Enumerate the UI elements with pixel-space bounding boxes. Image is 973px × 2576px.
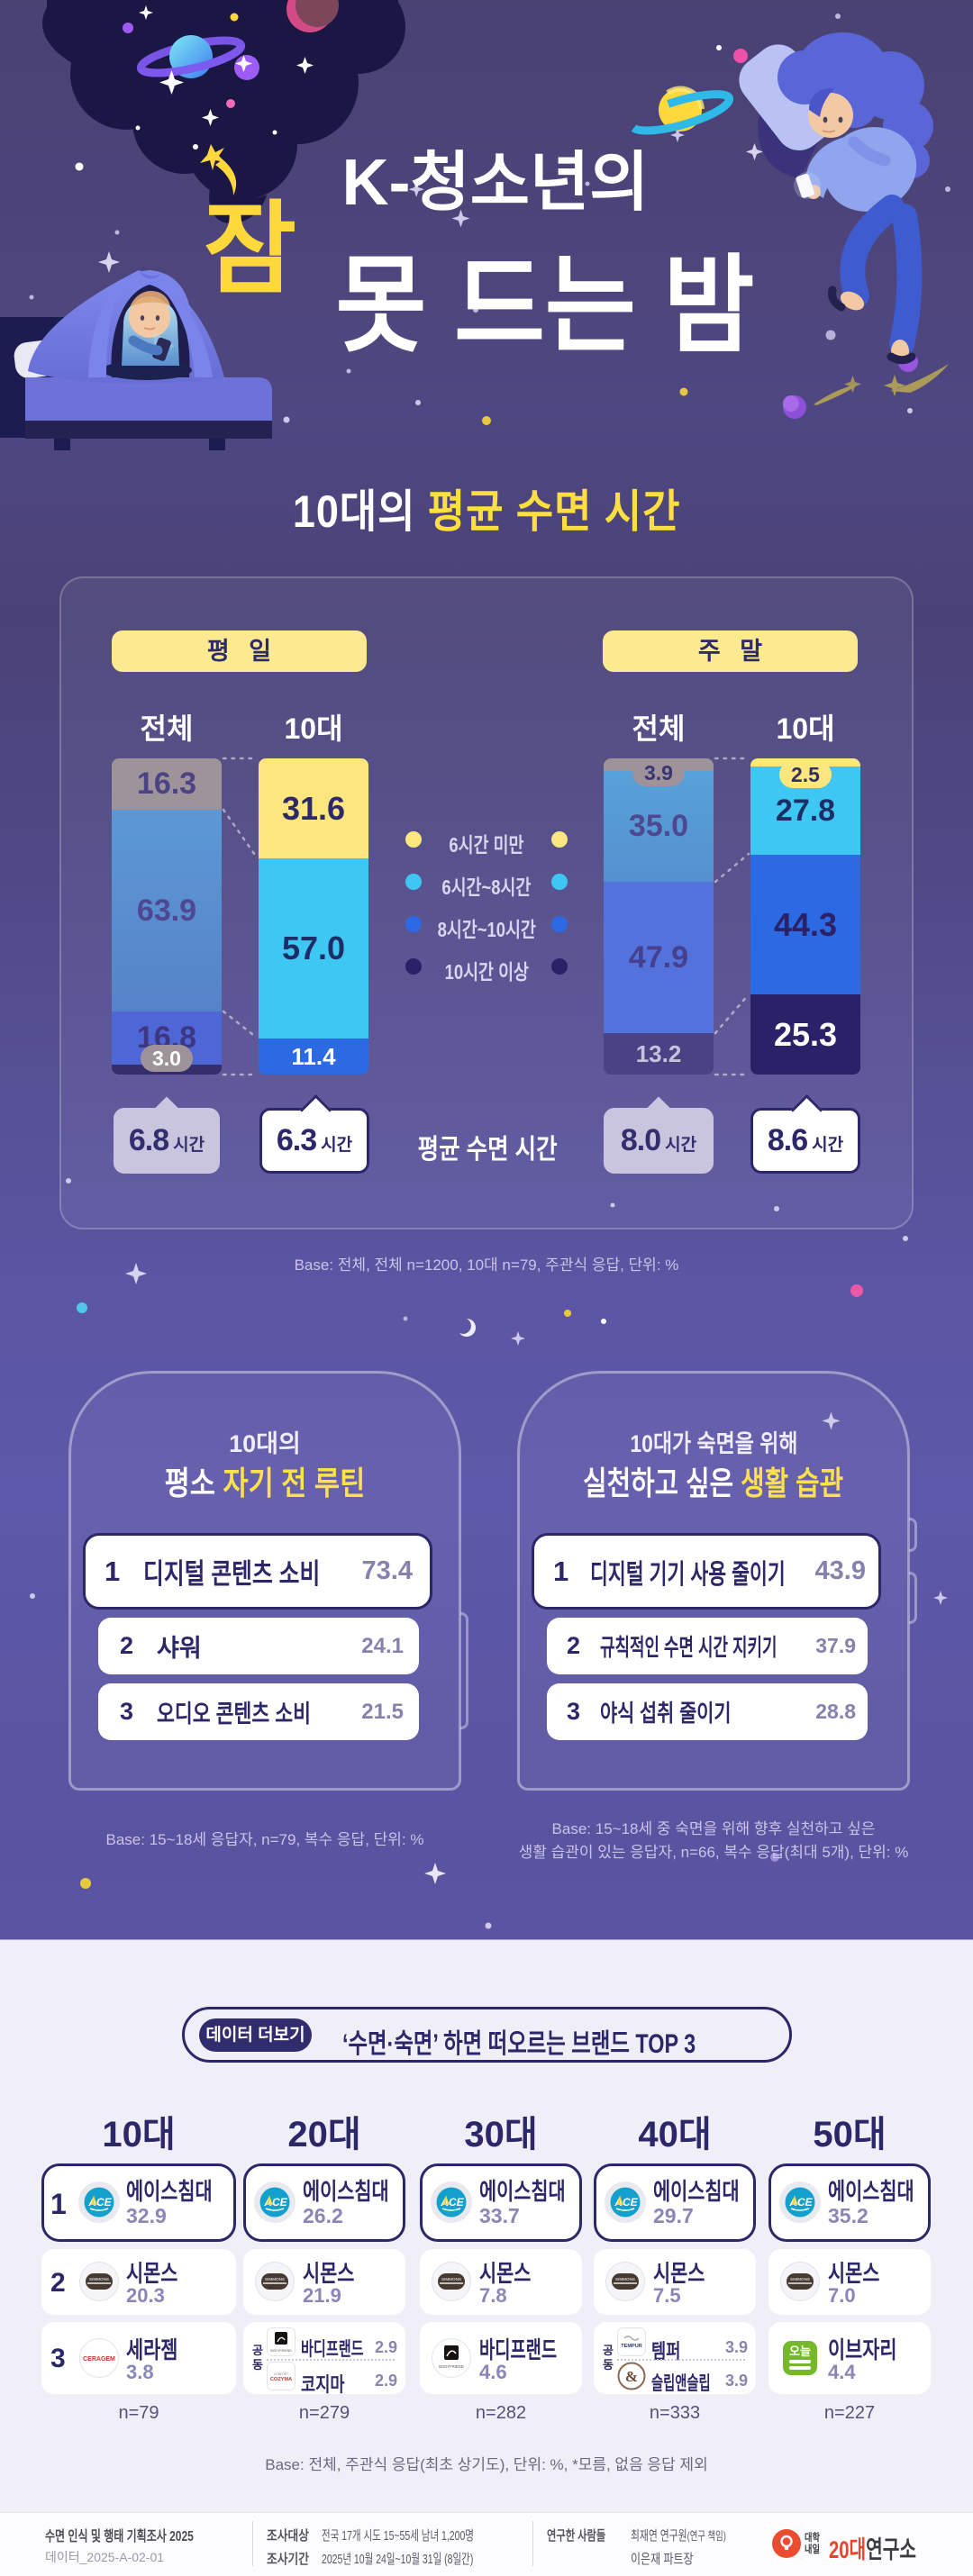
svg-text:SIMMONS: SIMMONS [441,2277,461,2281]
svg-text:COMFORT: COMFORT [274,2372,288,2376]
svg-text:&: & [625,2368,638,2385]
svg-text:BODYFRIEND: BODYFRIEND [439,2364,463,2369]
svg-text:COZYMA: COZYMA [270,2377,292,2382]
svg-text:TEMPUR: TEMPUR [621,2344,642,2349]
svg-text:SIMMONS: SIMMONS [265,2277,285,2281]
svg-text:오늘: 오늘 [789,2345,811,2358]
svg-text:SIMMONS: SIMMONS [790,2277,810,2281]
svg-text:SIMMONS: SIMMONS [615,2277,635,2281]
svg-text:BODYFRIEND: BODYFRIEND [270,2349,292,2353]
svg-text:CERAGEM: CERAGEM [83,2356,115,2363]
svg-text:SIMMONS: SIMMONS [89,2277,109,2281]
